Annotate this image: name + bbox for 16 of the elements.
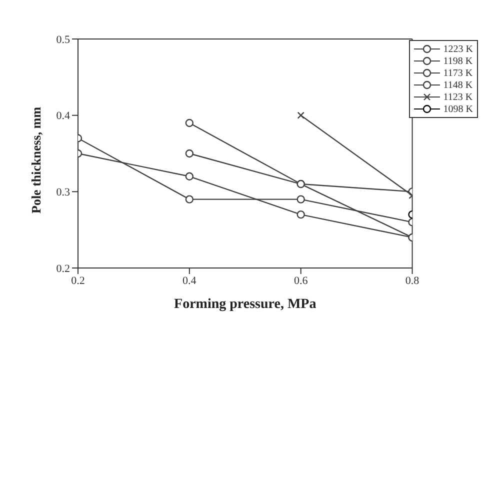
legend-label: 1198 K	[443, 56, 473, 66]
y-tick-label: 0.3	[56, 186, 70, 199]
x-tick-label: 0.4	[182, 274, 197, 287]
x-axis-title: Forming pressure, MPa	[174, 297, 316, 312]
x-tick-label: 0.6	[294, 274, 308, 287]
legend-label: 1223 K	[443, 44, 473, 54]
y-tick-label: 0.5	[56, 34, 70, 46]
y-tick-label: 0.2	[56, 262, 70, 275]
x-tick-label: 0.8	[405, 274, 420, 287]
legend-label: 1148 K	[443, 80, 473, 90]
legend-label: 1173 K	[443, 68, 473, 78]
x-tick-label: 0.2	[71, 274, 85, 287]
legend-label: 1123 K	[443, 92, 473, 102]
y-tick-label: 0.4	[56, 110, 70, 122]
y-axis-title: Pole thickness, mm	[28, 106, 44, 214]
legend-label: 1098 K	[443, 104, 473, 114]
